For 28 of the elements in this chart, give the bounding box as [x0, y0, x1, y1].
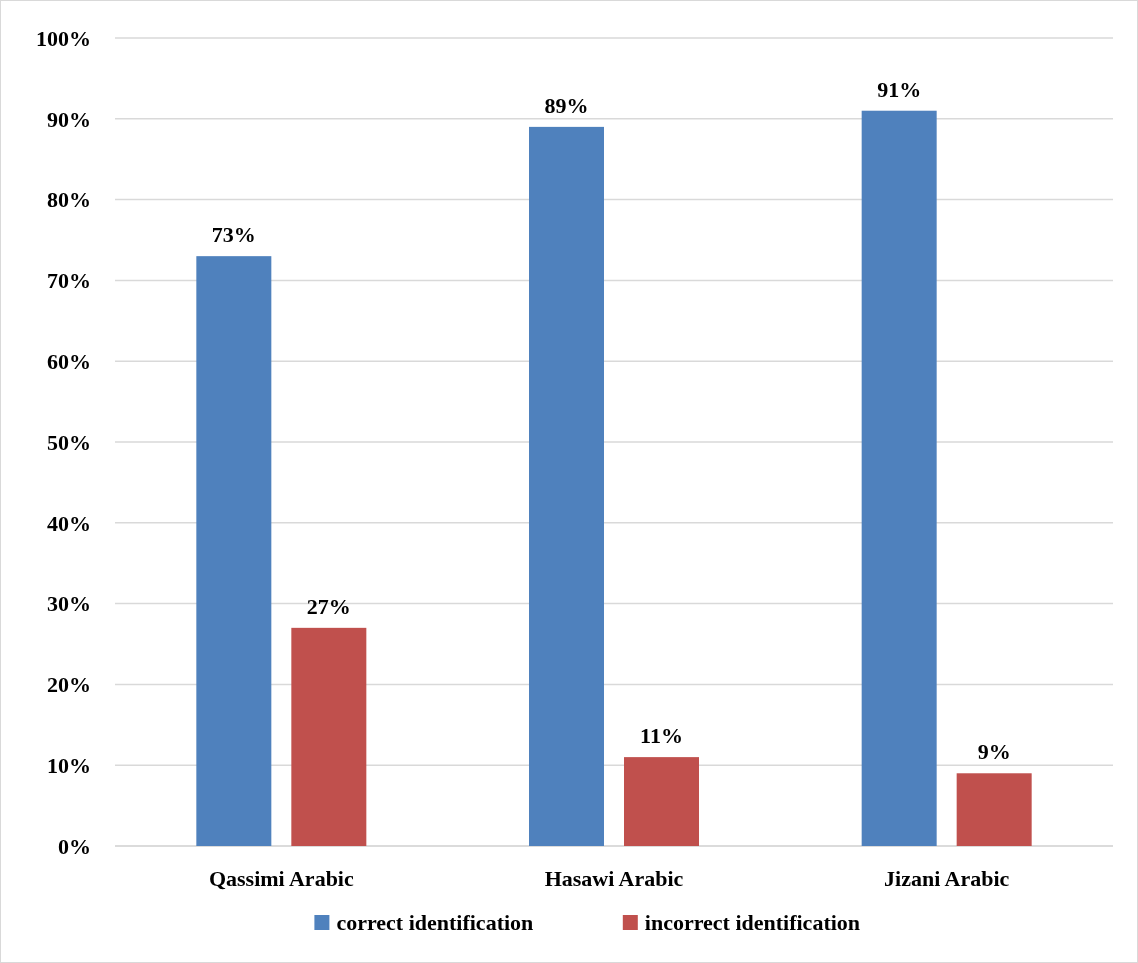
y-tick-label: 10% — [47, 752, 91, 778]
y-tick-label: 90% — [47, 106, 91, 132]
bar — [529, 126, 604, 846]
data-label: 91% — [877, 76, 922, 102]
y-tick-label: 100% — [36, 25, 91, 51]
y-tick-label: 60% — [47, 348, 91, 374]
y-tick-label: 20% — [47, 672, 91, 698]
data-label: 89% — [544, 92, 589, 118]
data-label: 27% — [306, 593, 351, 619]
y-tick-label: 70% — [47, 268, 91, 294]
data-label: 11% — [640, 723, 683, 749]
data-label: 9% — [977, 739, 1011, 765]
legend-label: correct identification — [336, 910, 534, 935]
y-tick-label: 40% — [47, 510, 91, 536]
x-tick-label: Hasawi Arabic — [544, 866, 684, 891]
data-label: 73% — [211, 222, 256, 248]
legend-label: incorrect identification — [644, 910, 861, 935]
y-tick-label: 80% — [47, 187, 91, 213]
bar — [956, 773, 1032, 846]
y-tick-label: 50% — [47, 429, 91, 455]
bar — [196, 256, 272, 846]
y-tick-label: 30% — [47, 591, 91, 617]
y-tick-label: 0% — [58, 833, 91, 859]
x-tick-label: Qassimi Arabic — [208, 866, 354, 891]
bar — [291, 627, 367, 846]
bar — [861, 110, 937, 846]
bar — [624, 757, 699, 846]
x-tick-label: Jizani Arabic — [884, 866, 1010, 891]
